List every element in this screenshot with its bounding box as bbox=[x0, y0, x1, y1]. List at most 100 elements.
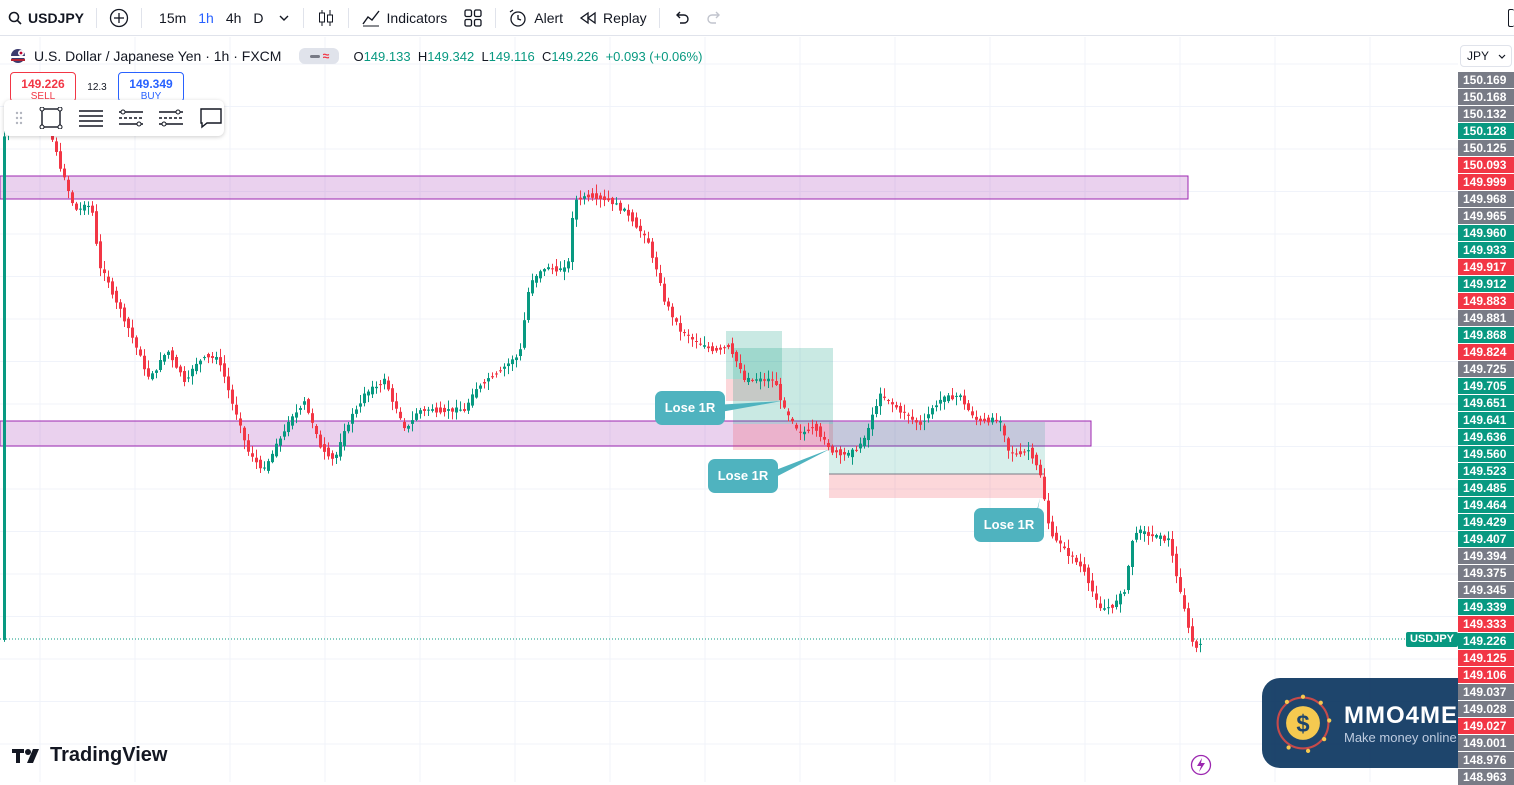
grid-icon bbox=[464, 8, 482, 27]
candlestick-chart[interactable] bbox=[0, 37, 1514, 782]
candle-body bbox=[459, 409, 462, 411]
visibility-toggle[interactable]: ≈ bbox=[299, 48, 340, 64]
candle-body bbox=[743, 370, 746, 380]
candle-body bbox=[135, 337, 138, 348]
price-label: 149.339 bbox=[1458, 599, 1514, 615]
candle-body bbox=[67, 179, 70, 192]
panel-toggle-icon[interactable] bbox=[1508, 9, 1514, 27]
candle-body bbox=[1187, 608, 1190, 628]
price-label: 149.881 bbox=[1458, 310, 1514, 326]
candle-body bbox=[367, 391, 370, 396]
candle-body bbox=[343, 431, 346, 447]
candle-body bbox=[851, 449, 854, 458]
chart-type-button[interactable] bbox=[308, 0, 344, 36]
alert-button[interactable]: Alert bbox=[500, 0, 571, 36]
buy-button[interactable]: 149.349 BUY bbox=[118, 72, 184, 102]
candle-body bbox=[775, 381, 778, 385]
candle-body bbox=[1155, 535, 1158, 538]
candle-body bbox=[1087, 567, 1090, 584]
brand-label: TradingView bbox=[50, 744, 168, 766]
candle-body bbox=[119, 302, 122, 309]
symbol-title[interactable]: U.S. Dollar / Japanese Yen · 1h · FXCM bbox=[34, 48, 282, 64]
price-label: 149.333 bbox=[1458, 616, 1514, 632]
candle-body bbox=[231, 389, 234, 404]
candle-body bbox=[591, 193, 594, 198]
candle-body bbox=[1127, 565, 1130, 591]
candle-body bbox=[987, 417, 990, 423]
timeframe-4h[interactable]: 4h bbox=[225, 9, 242, 26]
horizontal-lines-icon[interactable] bbox=[78, 107, 104, 129]
divider bbox=[141, 7, 143, 28]
parallel-channel-icon[interactable] bbox=[158, 107, 184, 129]
candle-body bbox=[467, 402, 470, 411]
price-label: 149.345 bbox=[1458, 582, 1514, 598]
candle-body bbox=[1123, 592, 1126, 594]
lightning-icon[interactable] bbox=[1190, 754, 1212, 776]
price-label: 149.912 bbox=[1458, 276, 1514, 292]
price-label: 149.375 bbox=[1458, 565, 1514, 581]
candle-body bbox=[151, 373, 154, 380]
candle-body bbox=[707, 346, 710, 349]
redo-button[interactable] bbox=[698, 0, 732, 36]
price-label: 149.868 bbox=[1458, 327, 1514, 343]
lose-1r-callout[interactable]: Lose 1R bbox=[708, 459, 778, 493]
candle-body bbox=[679, 323, 682, 332]
candle-body bbox=[855, 449, 858, 451]
candle-body bbox=[519, 349, 522, 357]
replay-button[interactable]: Replay bbox=[571, 0, 655, 36]
candle-body bbox=[479, 385, 482, 389]
candle-body bbox=[815, 423, 818, 431]
loss-box bbox=[829, 474, 1045, 498]
candle-body bbox=[563, 267, 566, 272]
candle-body bbox=[967, 403, 970, 411]
sell-button[interactable]: 149.226 SELL bbox=[10, 72, 76, 102]
candle-body bbox=[943, 396, 946, 402]
fib-levels-icon[interactable] bbox=[118, 107, 144, 129]
layouts-button[interactable] bbox=[455, 0, 491, 36]
candle-body bbox=[627, 209, 630, 216]
currency-select[interactable]: JPY bbox=[1460, 45, 1512, 67]
chart-area[interactable] bbox=[0, 37, 1514, 782]
price-scale[interactable]: 150.169 150.168 150.132 150.128 150.125 150.0… bbox=[1458, 72, 1514, 785]
candle-body bbox=[299, 408, 302, 410]
candle-body bbox=[175, 357, 178, 368]
candle-body bbox=[507, 363, 510, 367]
candle-body bbox=[1179, 577, 1182, 592]
candle-body bbox=[523, 320, 526, 348]
candle-body bbox=[55, 141, 58, 152]
candle-body bbox=[111, 281, 114, 295]
timeframe-d[interactable]: D bbox=[253, 9, 264, 26]
candle-body bbox=[483, 382, 486, 384]
candle-body bbox=[503, 366, 506, 369]
lose-1r-callout[interactable]: Lose 1R bbox=[655, 391, 725, 425]
timeframe-15m[interactable]: 15m bbox=[159, 9, 187, 26]
drag-handle-icon[interactable] bbox=[14, 107, 24, 129]
price-label: 150.132 bbox=[1458, 106, 1514, 122]
timeframe-1h[interactable]: 1h bbox=[198, 9, 214, 26]
indicators-button[interactable]: Indicators bbox=[353, 0, 456, 36]
price-label: 149.641 bbox=[1458, 412, 1514, 428]
tradingview-logo[interactable]: TradingView bbox=[12, 744, 167, 767]
symbol-search[interactable]: USDJPY bbox=[0, 0, 92, 36]
candle-body bbox=[403, 421, 406, 429]
candle-body bbox=[283, 431, 286, 437]
chevron-down-icon[interactable] bbox=[277, 11, 291, 25]
replay-label: Replay bbox=[603, 9, 647, 26]
compare-button[interactable] bbox=[101, 0, 137, 36]
candle-body bbox=[883, 396, 886, 398]
undo-button[interactable] bbox=[664, 0, 698, 36]
tv-logo-icon bbox=[12, 748, 39, 763]
candle-body bbox=[59, 151, 62, 169]
candle-body bbox=[179, 366, 182, 373]
candle-body bbox=[495, 373, 498, 375]
candle-body bbox=[1163, 535, 1166, 541]
change-value: +0.093 (+0.06%) bbox=[605, 48, 703, 64]
rectangle-icon[interactable] bbox=[38, 107, 64, 129]
price-label: 150.125 bbox=[1458, 140, 1514, 156]
candle-body bbox=[803, 431, 806, 435]
candle-body bbox=[163, 355, 166, 362]
comment-icon[interactable] bbox=[198, 107, 224, 129]
candle-body bbox=[1027, 450, 1030, 452]
lose-1r-callout[interactable]: Lose 1R bbox=[974, 508, 1044, 542]
low-value: 149.116 bbox=[488, 48, 535, 64]
